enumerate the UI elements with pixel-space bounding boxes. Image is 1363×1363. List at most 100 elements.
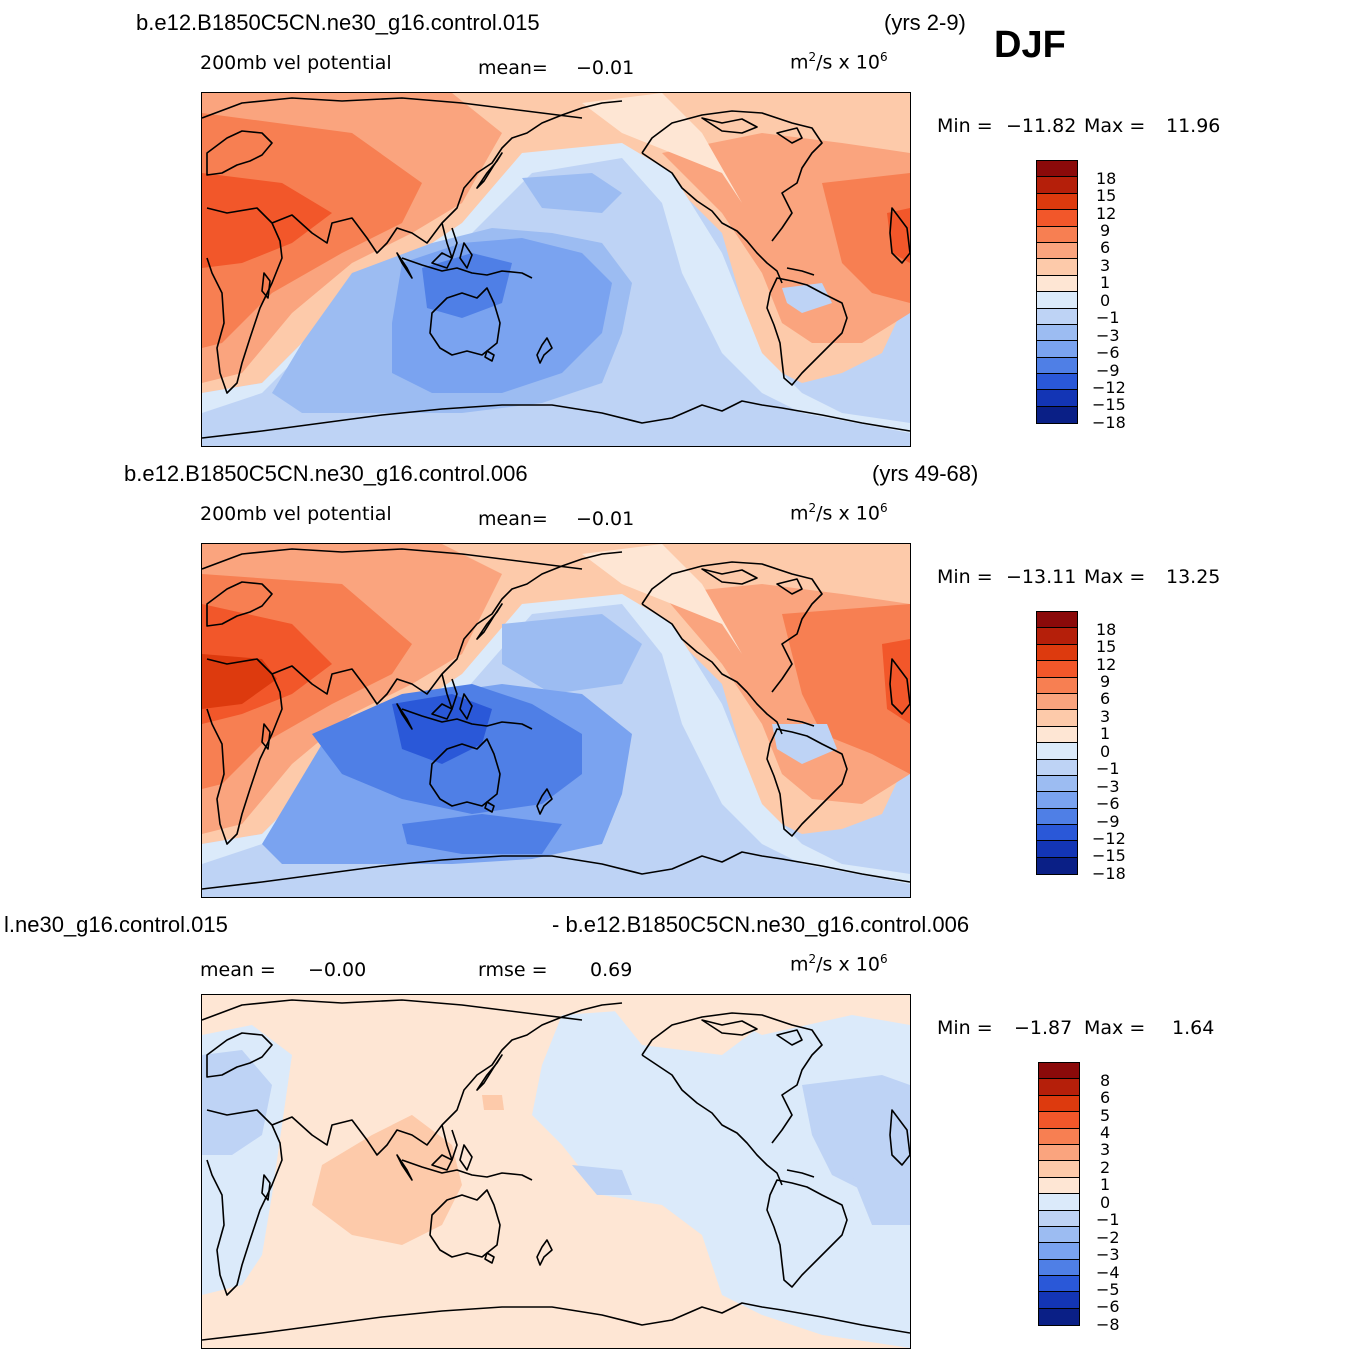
panel2-years: (yrs 49-68) <box>872 461 979 486</box>
color-swatch <box>1039 1194 1079 1211</box>
colorbar-tick-label: 18 <box>1096 169 1117 188</box>
panel3-case-right: - b.e12.B1850C5CN.ne30_g16.control.006 <box>552 912 970 937</box>
colorbar-tick-label: 6 <box>1100 689 1111 708</box>
panel2-units: m2/s x 106 <box>790 501 888 524</box>
panel1-map <box>201 92 911 447</box>
colorbar-tick-label: 3 <box>1100 256 1111 275</box>
color-swatch <box>1037 308 1077 325</box>
units-exp2: 6 <box>879 952 888 966</box>
panel3-min-label: Min = <box>937 1017 993 1039</box>
panel3-colorbar <box>1038 1062 1080 1327</box>
units-exp: 2 <box>808 50 817 64</box>
color-swatch <box>1037 841 1077 858</box>
panel1-min-value: −11.82 <box>1006 115 1077 137</box>
color-swatch <box>1037 210 1077 227</box>
panel2-max-value: 13.25 <box>1166 566 1221 588</box>
colorbar-tick-label: −15 <box>1092 395 1126 414</box>
panel1-max-value: 11.96 <box>1166 115 1221 137</box>
colorbar-tick-label: 1 <box>1100 1175 1111 1194</box>
units-exp2: 6 <box>879 501 888 515</box>
color-swatch <box>1037 292 1077 309</box>
color-swatch <box>1037 374 1077 391</box>
color-swatch <box>1039 1308 1079 1326</box>
colorbar-tick-label: −4 <box>1096 1263 1120 1282</box>
colorbar-tick-label: 18 <box>1096 620 1117 639</box>
color-swatch <box>1037 406 1077 424</box>
panel1-colorbar <box>1036 160 1078 425</box>
panel3-case-left: l.ne30_g16.control.015 <box>4 912 228 937</box>
colorbar-tick-label: 0 <box>1100 1193 1111 1212</box>
color-swatch <box>1039 1063 1079 1080</box>
colorbar-tick-label: 5 <box>1100 1106 1111 1125</box>
color-swatch <box>1039 1276 1079 1293</box>
color-swatch <box>1039 1161 1079 1178</box>
color-swatch <box>1039 1112 1079 1129</box>
panel1-years: (yrs 2-9) <box>884 10 966 35</box>
panel1-contour-field <box>202 93 910 446</box>
units-tail: /s x 10 <box>816 51 880 74</box>
panel3-rmse-value: 0.69 <box>590 959 633 981</box>
panel3-rmse-label: rmse = <box>478 959 548 981</box>
color-swatch <box>1039 1079 1079 1096</box>
colorbar-tick-label: −6 <box>1096 794 1120 813</box>
panel2-min-value: −13.11 <box>1006 566 1077 588</box>
panel3-units: m2/s x 106 <box>790 952 888 975</box>
colorbar-tick-label: −6 <box>1096 1297 1120 1316</box>
color-swatch <box>1037 242 1077 260</box>
colorbar-tick-label: −12 <box>1092 378 1126 397</box>
colorbar-tick-label: 12 <box>1096 204 1117 223</box>
panel2-map <box>201 543 911 898</box>
colorbar-tick-label: −5 <box>1096 1280 1120 1299</box>
panel3-contour-field <box>202 995 910 1348</box>
panel1-variable: 200mb vel potential <box>200 52 392 74</box>
colorbar-tick-label: 4 <box>1100 1123 1111 1142</box>
color-swatch <box>1037 612 1077 629</box>
panel2-contour-field <box>202 544 910 897</box>
panel1-units: m2/s x 106 <box>790 50 888 73</box>
units-exp2: 6 <box>879 50 888 64</box>
colorbar-tick-label: −15 <box>1092 846 1126 865</box>
color-swatch <box>1037 792 1077 809</box>
panel3-mean-value: −0.00 <box>308 959 367 981</box>
panel1-max-label: Max = <box>1084 115 1146 137</box>
color-swatch <box>1037 693 1077 711</box>
color-swatch <box>1039 1144 1079 1162</box>
panel2-case-title: b.e12.B1850C5CN.ne30_g16.control.006 <box>124 461 528 486</box>
units-tail: /s x 10 <box>816 502 880 525</box>
color-swatch <box>1037 341 1077 358</box>
colorbar-tick-label: 1 <box>1100 724 1111 743</box>
colorbar-tick-label: 6 <box>1100 238 1111 257</box>
color-swatch <box>1037 628 1077 645</box>
panel2-variable: 200mb vel potential <box>200 503 392 525</box>
colorbar-tick-label: 9 <box>1100 221 1111 240</box>
colorbar-tick-label: −3 <box>1096 1245 1120 1264</box>
colorbar-tick-label: −1 <box>1096 1210 1120 1229</box>
color-swatch <box>1037 726 1077 744</box>
color-swatch <box>1037 259 1077 276</box>
color-swatch <box>1037 857 1077 875</box>
color-swatch <box>1037 390 1077 407</box>
panel1-mean-label: mean= <box>478 57 548 79</box>
color-swatch <box>1037 661 1077 678</box>
colorbar-tick-label: −9 <box>1096 361 1120 380</box>
panel3-mean-label: mean = <box>200 959 276 981</box>
color-swatch <box>1037 808 1077 826</box>
units-tail: /s x 10 <box>816 953 880 976</box>
color-swatch <box>1037 677 1077 694</box>
units-exp: 2 <box>808 952 817 966</box>
color-swatch <box>1039 1210 1079 1227</box>
panel2-mean-label: mean= <box>478 508 548 530</box>
panel3-max-label: Max = <box>1084 1017 1146 1039</box>
panel3-max-value: 1.64 <box>1172 1017 1215 1039</box>
color-swatch <box>1037 759 1077 776</box>
colorbar-tick-label: −12 <box>1092 829 1126 848</box>
season-label: DJF <box>994 24 1066 66</box>
colorbar-tick-label: 9 <box>1100 672 1111 691</box>
panel2-max-label: Max = <box>1084 566 1146 588</box>
color-swatch <box>1037 825 1077 842</box>
colorbar-tick-label: 3 <box>1100 707 1111 726</box>
panel3-min-value: −1.87 <box>1014 1017 1073 1039</box>
units-base: m <box>790 953 809 976</box>
colorbar-tick-label: −18 <box>1092 413 1126 432</box>
colorbar-tick-label: 6 <box>1100 1088 1111 1107</box>
